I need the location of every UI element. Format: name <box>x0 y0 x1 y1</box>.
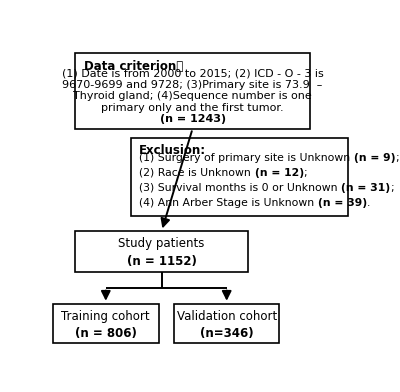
Text: (n = 1243): (n = 1243) <box>160 114 226 124</box>
Text: (n = 9): (n = 9) <box>354 153 396 163</box>
Text: Training cohort: Training cohort <box>62 310 150 323</box>
Text: (n = 12): (n = 12) <box>254 168 304 178</box>
Text: (4) Ann Arber Stage is Unknown: (4) Ann Arber Stage is Unknown <box>139 198 318 208</box>
Text: Validation cohort: Validation cohort <box>176 310 277 323</box>
Text: primary only and the first tumor.: primary only and the first tumor. <box>101 103 284 113</box>
Text: .: . <box>367 198 370 208</box>
FancyBboxPatch shape <box>174 304 279 343</box>
Text: (2) Race is Unknown: (2) Race is Unknown <box>139 168 254 178</box>
FancyBboxPatch shape <box>75 53 310 129</box>
Text: (n = 806): (n = 806) <box>75 327 137 340</box>
Text: (n = 1152): (n = 1152) <box>127 255 196 268</box>
Text: (n = 39): (n = 39) <box>318 198 367 208</box>
FancyBboxPatch shape <box>131 138 348 216</box>
FancyBboxPatch shape <box>53 304 158 343</box>
Text: (1) Date is from 2000 to 2015; (2) ICD - O - 3 is: (1) Date is from 2000 to 2015; (2) ICD -… <box>62 68 324 78</box>
Text: Study patients: Study patients <box>118 237 205 250</box>
Text: (3) Survival months is 0 or Unknown: (3) Survival months is 0 or Unknown <box>139 183 341 193</box>
Text: (n = 31): (n = 31) <box>341 183 390 193</box>
Text: Exclusion:: Exclusion: <box>139 143 206 157</box>
FancyBboxPatch shape <box>75 231 248 272</box>
Text: Thyroid gland; (4)Sequence number is one: Thyroid gland; (4)Sequence number is one <box>73 91 312 101</box>
Text: (n=346): (n=346) <box>200 327 254 340</box>
Text: ;: ; <box>396 153 399 163</box>
Text: (1) Surgery of primary site is Unknown: (1) Surgery of primary site is Unknown <box>139 153 354 163</box>
Text: 9670-9699 and 9728; (3)Primary site is 73.9  –: 9670-9699 and 9728; (3)Primary site is 7… <box>62 80 323 90</box>
Text: ;: ; <box>304 168 307 178</box>
Text: ;: ; <box>390 183 394 193</box>
Text: Data criterion：: Data criterion： <box>84 60 183 73</box>
